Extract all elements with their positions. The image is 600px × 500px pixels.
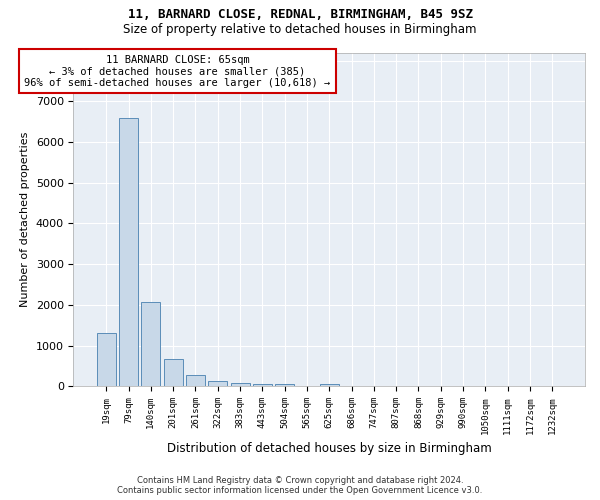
- Bar: [142, 302, 160, 386]
- Text: Contains HM Land Registry data © Crown copyright and database right 2024.
Contai: Contains HM Land Registry data © Crown c…: [118, 476, 482, 495]
- Text: 11, BARNARD CLOSE, REDNAL, BIRMINGHAM, B45 9SZ: 11, BARNARD CLOSE, REDNAL, BIRMINGHAM, B…: [128, 8, 473, 20]
- Bar: [320, 384, 339, 386]
- Bar: [230, 382, 250, 386]
- Y-axis label: Number of detached properties: Number of detached properties: [20, 132, 30, 307]
- Bar: [186, 375, 205, 386]
- Bar: [253, 384, 272, 386]
- Bar: [208, 381, 227, 386]
- X-axis label: Distribution of detached houses by size in Birmingham: Distribution of detached houses by size …: [167, 442, 491, 455]
- Text: Size of property relative to detached houses in Birmingham: Size of property relative to detached ho…: [123, 22, 477, 36]
- Bar: [119, 118, 138, 386]
- Text: 11 BARNARD CLOSE: 65sqm
← 3% of detached houses are smaller (385)
96% of semi-de: 11 BARNARD CLOSE: 65sqm ← 3% of detached…: [25, 54, 331, 88]
- Bar: [97, 333, 116, 386]
- Bar: [164, 358, 182, 386]
- Bar: [275, 384, 294, 386]
